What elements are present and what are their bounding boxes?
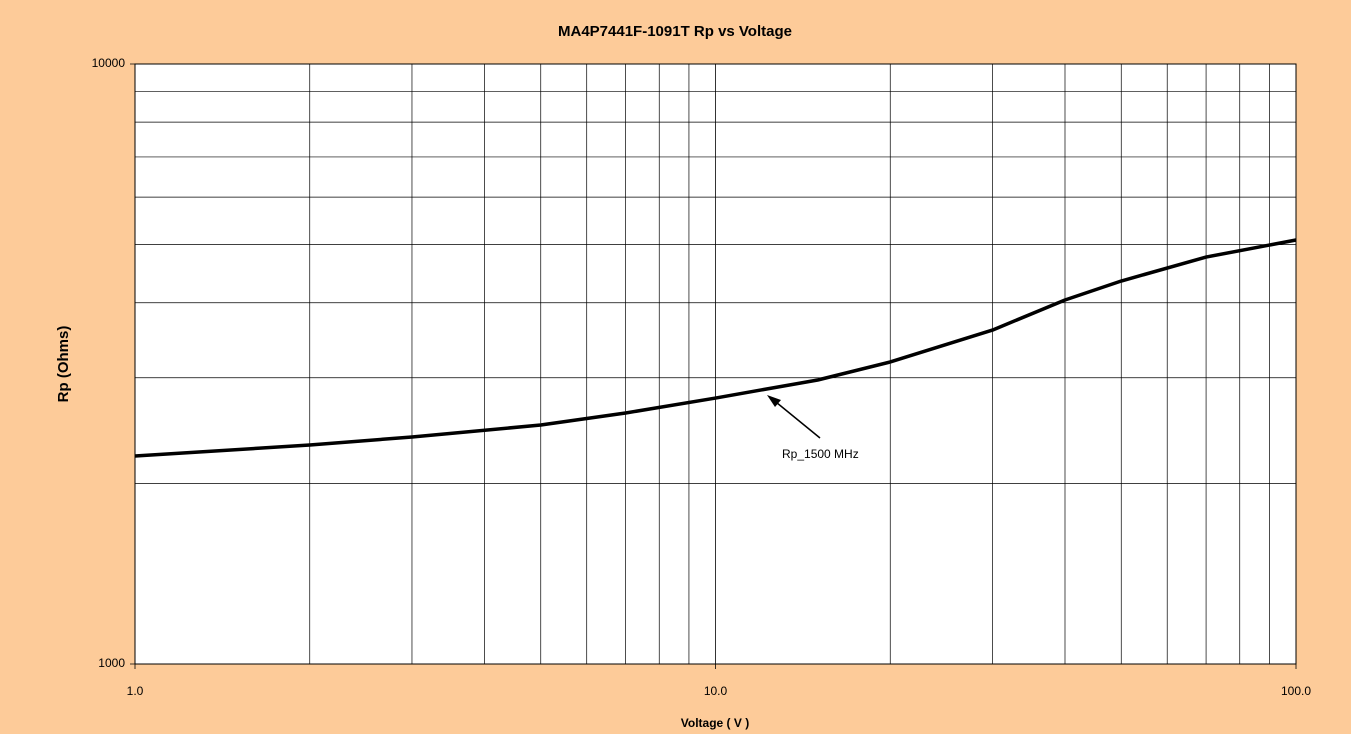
grid [130, 63, 1297, 669]
annotation: Rp_1500 MHz [782, 447, 859, 461]
annotation-arrowhead [767, 395, 781, 407]
y-tick-label: 10000 [92, 56, 126, 70]
x-tick-label: 1.0 [127, 684, 144, 698]
x-axis-label: Voltage ( V ) [681, 716, 749, 730]
y-axis-label: Rp (Ohms) [55, 326, 72, 403]
x-tick-label: 100.0 [1281, 684, 1311, 698]
y-tick-label: 1000 [98, 656, 125, 670]
x-tick-label: 10.0 [704, 684, 728, 698]
annotation-arrow [770, 397, 821, 439]
data-line [134, 238, 1297, 458]
marks [134, 238, 1297, 458]
chart-title: MA4P7441F-1091T Rp vs Voltage [558, 23, 792, 40]
